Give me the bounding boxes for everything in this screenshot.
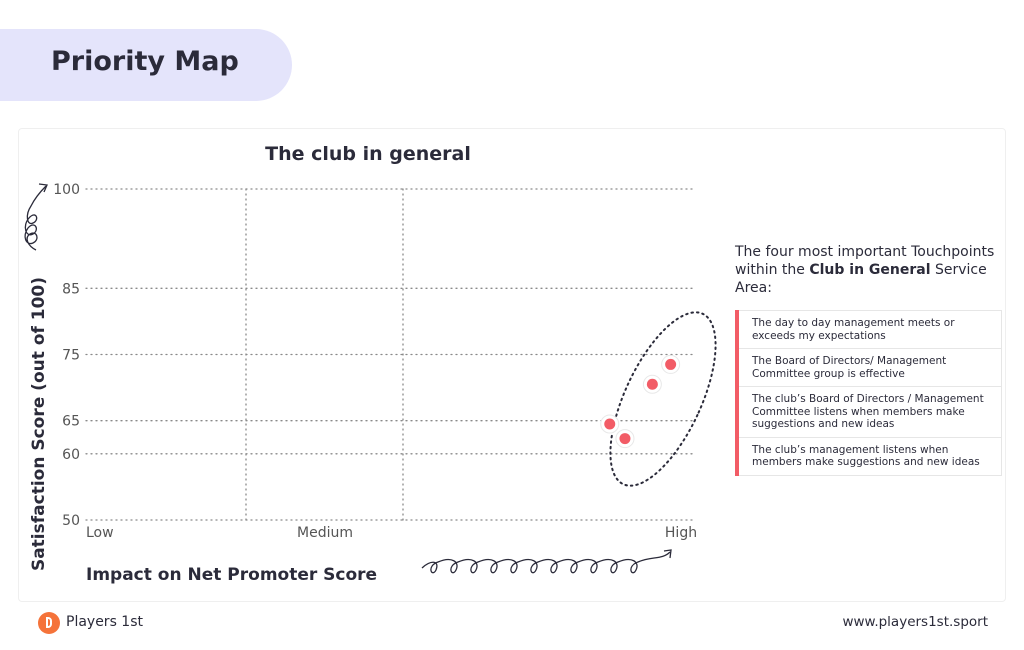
title-tab bbox=[0, 29, 292, 101]
x-axis-label: Impact on Net Promoter Score bbox=[86, 565, 377, 585]
footer-url[interactable]: www.players1st.sport bbox=[842, 614, 988, 630]
y-tick-labels: 100 85 75 65 60 50 bbox=[53, 182, 80, 529]
list-item: The day to day management meets or excee… bbox=[739, 310, 1002, 349]
y-tick-label: 75 bbox=[62, 348, 80, 364]
intro-bold-text: Club in General bbox=[809, 262, 931, 278]
data-point bbox=[665, 358, 677, 370]
data-point bbox=[646, 378, 658, 390]
x-curly-arrow-icon bbox=[421, 549, 672, 574]
brand-name: Players 1st bbox=[66, 614, 143, 630]
intro-text-end: Service Area: bbox=[735, 262, 987, 296]
y-tick-label: 60 bbox=[62, 447, 80, 463]
y-tick-label: 100 bbox=[53, 182, 80, 198]
side-panel-intro: The four most important Touchpoints with… bbox=[735, 243, 1000, 297]
y-axis-label: Satisfaction Score (out of 100) bbox=[29, 277, 49, 571]
y-tick-label: 50 bbox=[62, 513, 80, 529]
brand-logo-icon bbox=[38, 612, 60, 634]
y-curly-arrow-icon bbox=[24, 183, 48, 251]
x-tick-labels: Low Medium High bbox=[86, 525, 697, 541]
chart-title: The club in general bbox=[265, 143, 471, 165]
touchpoint-list: The day to day management meets or excee… bbox=[735, 310, 1002, 476]
data-points bbox=[600, 354, 681, 449]
data-point bbox=[619, 433, 631, 445]
highlight-ellipse bbox=[609, 311, 717, 487]
x-tick-label: Medium bbox=[297, 525, 353, 541]
list-item: The club’s Board of Directors / Manageme… bbox=[739, 386, 1002, 438]
list-item: The Board of Directors/ Management Commi… bbox=[739, 348, 1002, 387]
y-tick-label: 65 bbox=[62, 414, 80, 430]
chart-card bbox=[18, 128, 1006, 602]
chart-grid bbox=[85, 188, 696, 521]
page-title: Priority Map bbox=[51, 46, 239, 77]
y-tick-label: 85 bbox=[62, 281, 80, 297]
x-tick-label: Low bbox=[86, 525, 114, 541]
list-item: The club’s management listens when membe… bbox=[739, 436, 1002, 476]
data-point bbox=[604, 418, 616, 430]
intro-text: The four most important Touchpoints with… bbox=[735, 244, 995, 278]
x-tick-label: High bbox=[665, 525, 697, 541]
